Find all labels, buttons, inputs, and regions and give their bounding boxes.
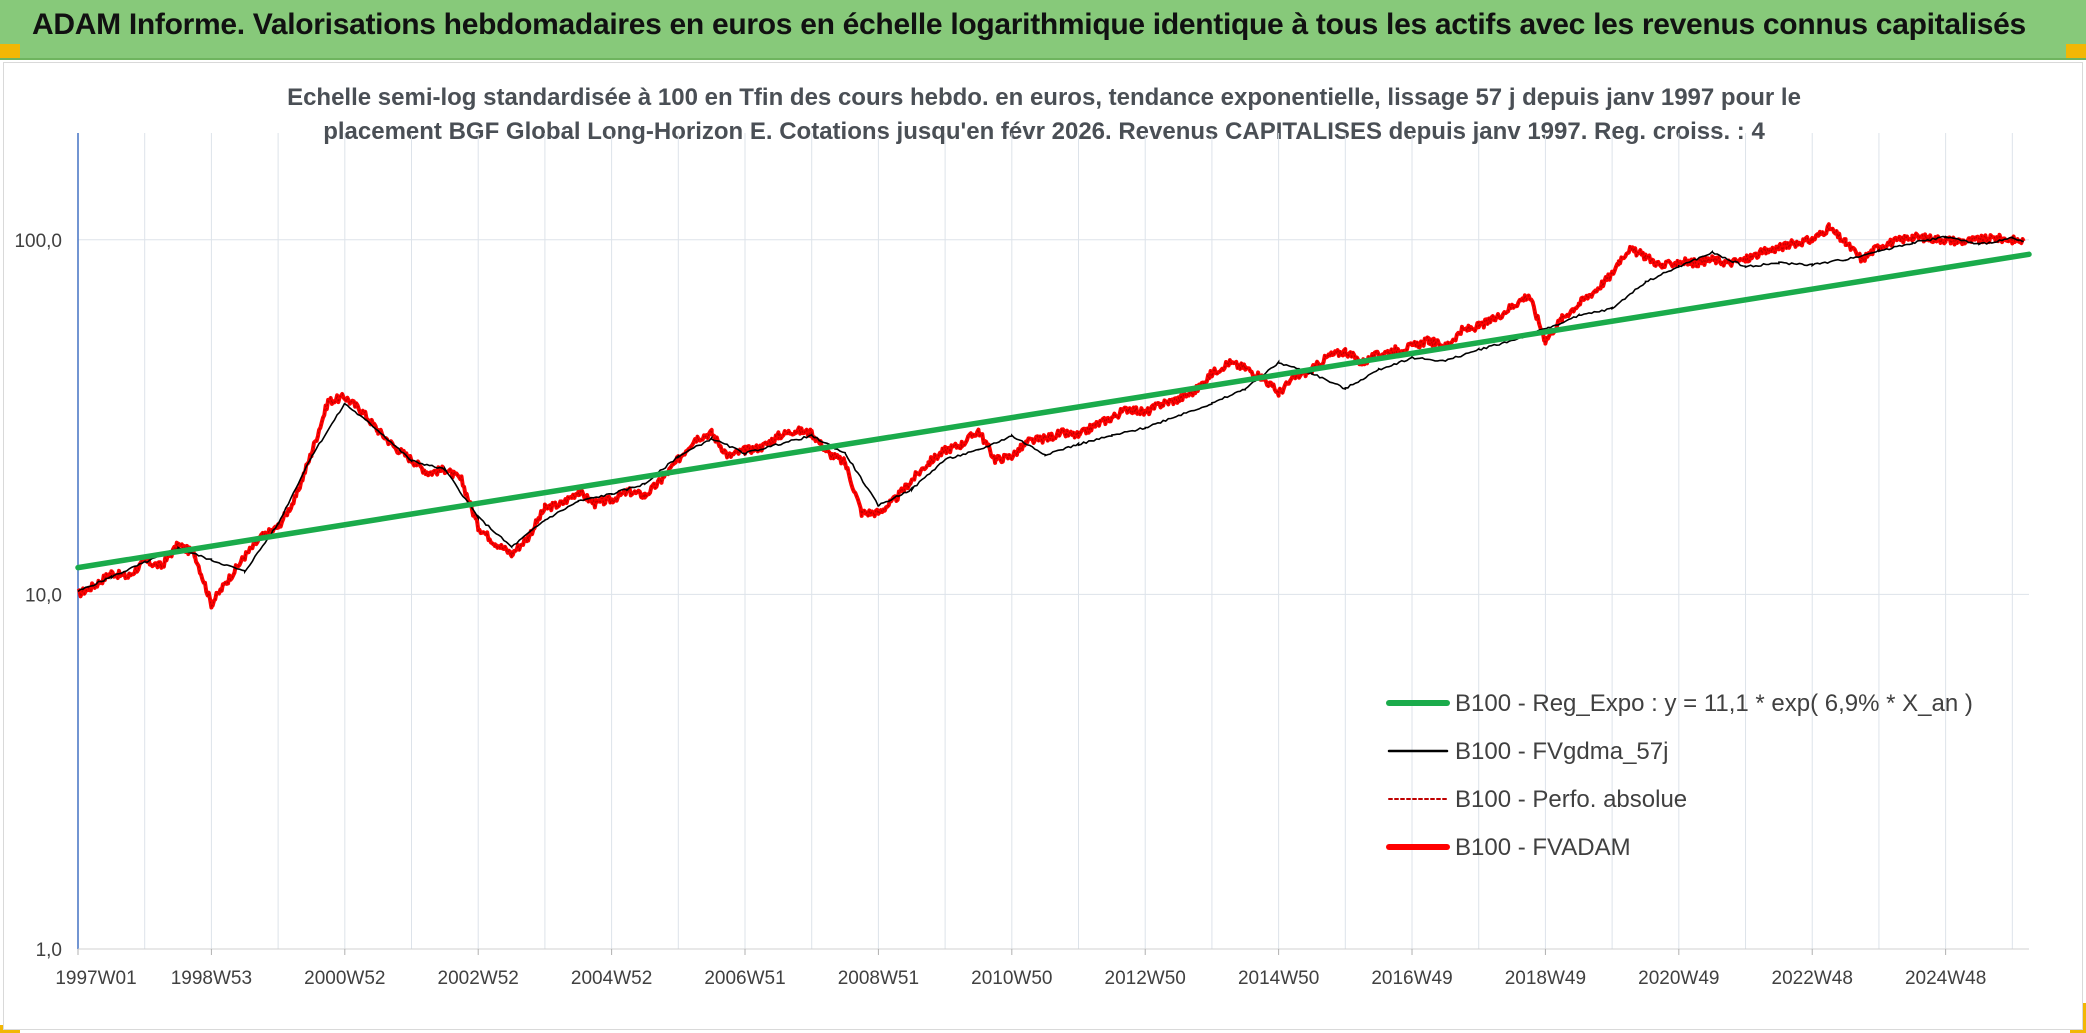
x-tick-label: 2004W52: [571, 968, 652, 989]
report-banner: ADAM Informe. Valorisations hebdomadaire…: [0, 0, 2086, 60]
y-tick-label: 100,0: [14, 231, 62, 252]
y-tick-label: 1,0: [36, 940, 62, 961]
valuation-line-chart: Echelle semi-log standardisée à 100 en T…: [14, 84, 2032, 989]
x-tick-label: 2006W51: [704, 968, 785, 989]
x-tick-label: 2012W50: [1105, 968, 1186, 989]
x-tick-label: 2022W48: [1772, 968, 1853, 989]
corner-marker-top-right: [2066, 44, 2086, 58]
series-line-reg-expo: [75, 251, 2032, 571]
report-title: ADAM Informe. Valorisations hebdomadaire…: [32, 8, 2026, 41]
series-line-perfo-absolue: [77, 223, 2025, 608]
legend-entry-label: B100 - Reg_Expo : y = 11,1 * exp( 6,9% *…: [1455, 690, 1973, 717]
legend-entry-label: B100 - FVgdma_57j: [1455, 738, 1668, 765]
corner-marker-top-left: [0, 44, 20, 58]
series-line-fvgdma-57j: [77, 235, 2024, 593]
legend-entry-label: B100 - FVADAM: [1455, 834, 1631, 861]
x-tick-label: 2010W50: [971, 968, 1052, 989]
chart-subtitle-line-1: Echelle semi-log standardisée à 100 en T…: [287, 84, 1801, 111]
x-tick-label: 2024W48: [1905, 968, 1986, 989]
legend-entry-label: B100 - Perfo. absolue: [1455, 786, 1687, 813]
x-tick-label: 2000W52: [304, 968, 385, 989]
x-tick-label: 2014W50: [1238, 968, 1319, 989]
x-tick-label: 2008W51: [838, 968, 919, 989]
x-tick-label: 1998W53: [171, 968, 252, 989]
chart-subtitle-line-2: placement BGF Global Long-Horizon E. Cot…: [323, 118, 1765, 145]
chart-area: Echelle semi-log standardisée à 100 en T…: [3, 62, 2083, 1030]
x-tick-label: 2020W49: [1638, 968, 1719, 989]
x-tick-label: 2018W49: [1505, 968, 1586, 989]
x-tick-label: 2016W49: [1371, 968, 1452, 989]
y-tick-label: 10,0: [25, 585, 62, 606]
x-tick-label: 2002W52: [438, 968, 519, 989]
x-tick-label: 1997W01: [55, 968, 136, 989]
series-line-fvadam: [76, 222, 2026, 610]
